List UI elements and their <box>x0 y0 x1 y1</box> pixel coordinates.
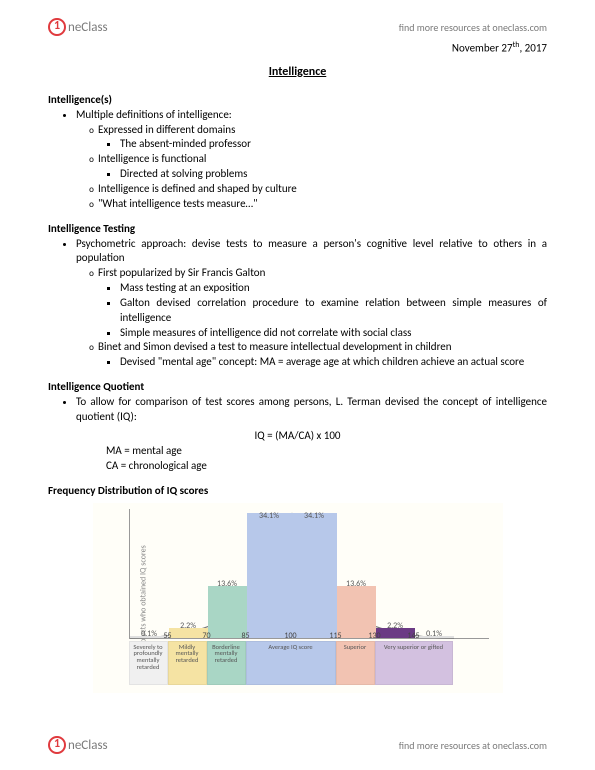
chart-category-box: Superior <box>336 641 375 685</box>
list-item: Psychometric approach: devise tests to m… <box>76 237 547 371</box>
page-footer: neClass find more resources at oneclass.… <box>48 736 547 754</box>
chart-percent-label: 34.1% <box>259 511 279 521</box>
list-item: Galton devised correlation procedure to … <box>120 296 547 326</box>
chart-percent-label: 34.1% <box>304 511 324 521</box>
document-date: November 27th, 2017 <box>48 40 547 55</box>
chart-tick-label: 55 <box>163 631 171 641</box>
section-iq-heading: Intelligence Quotient <box>48 380 547 393</box>
ca-definition: CA = chronological age <box>48 459 547 474</box>
chart-tick-label: 85 <box>241 631 249 641</box>
list-item: Expressed in different domains The absen… <box>98 123 547 153</box>
chart-category-box: Borderline mentally retarded <box>207 641 246 685</box>
oneclass-logo-icon <box>48 18 66 36</box>
list-item: First popularized by Sir Francis Galton … <box>98 266 547 340</box>
text: First popularized by Sir Francis Galton <box>98 266 265 279</box>
ma-definition: MA = mental age <box>48 444 547 459</box>
chart-tick-label: 70 <box>202 631 210 641</box>
section-testing-list: Psychometric approach: devise tests to m… <box>48 237 547 371</box>
chart-x-categories: 557085100115130145Severely to profoundly… <box>129 641 489 685</box>
chart-region <box>247 513 292 638</box>
section-iq-list: To allow for comparison of test scores a… <box>48 395 547 425</box>
document-title: Intelligence <box>48 65 547 79</box>
list-item: To allow for comparison of test scores a… <box>76 395 547 425</box>
list-item: The absent-minded professor <box>120 137 547 152</box>
section-intelligences-list: Multiple definitions of intelligence: Ex… <box>48 108 547 212</box>
list-item: Simple measures of intelligence did not … <box>120 326 547 341</box>
chart-percent-label: 13.6% <box>217 579 237 589</box>
chart-tick-label: 145 <box>407 631 419 641</box>
chart-plot-area: 0.1% 2.2% 13.6% 34.1% 34.1% 13.6% 2.2% 0.1% <box>129 509 489 639</box>
iq-distribution-chart: Subjects who obtained IQ scores 0.1%2.2%… <box>48 503 547 693</box>
chart-tick-label: 130 <box>368 631 380 641</box>
footer-logo-text: neClass <box>68 738 108 753</box>
chart-category-box: Mildly mentally retarded <box>168 641 207 685</box>
footer-resources-link[interactable]: find more resources at oneclass.com <box>399 739 547 752</box>
section-distribution-heading: Frequency Distribution of IQ scores <box>48 484 547 497</box>
oneclass-logo-icon <box>48 736 66 754</box>
chart-category-box: Very superior or gifted <box>375 641 453 685</box>
list-item: Intelligence is functional Directed at s… <box>98 152 547 182</box>
list-item: Devised "mental age" concept: MA = avera… <box>120 355 547 370</box>
chart-percent-label: 2.2% <box>180 621 196 631</box>
logo: neClass <box>48 18 108 36</box>
logo-text: neClass <box>68 20 108 35</box>
date-prefix: November 27 <box>452 42 513 55</box>
text: Intelligence is functional <box>98 152 206 165</box>
text: Binet and Simon devised a test to measur… <box>98 340 452 353</box>
text: Multiple definitions of intelligence: <box>76 108 232 121</box>
list-item: "What intelligence tests measure…" <box>98 197 547 212</box>
chart-canvas: Subjects who obtained IQ scores 0.1%2.2%… <box>93 503 503 693</box>
list-item: Mass testing at an exposition <box>120 281 547 296</box>
page-header: neClass find more resources at oneclass.… <box>48 18 547 36</box>
iq-formula: IQ = (MA/CA) x 100 <box>48 429 547 442</box>
chart-percent-label: 2.2% <box>387 621 403 631</box>
section-intelligences-heading: Intelligence(s) <box>48 93 547 106</box>
list-item: Multiple definitions of intelligence: Ex… <box>76 108 547 212</box>
text: Expressed in different domains <box>98 123 235 136</box>
chart-tick-label: 100 <box>284 631 296 641</box>
chart-percent-label: 13.6% <box>346 579 366 589</box>
chart-category-box: Severely to profoundly mentally retarded <box>129 641 168 685</box>
header-resources-link[interactable]: find more resources at oneclass.com <box>399 21 547 34</box>
list-item: Binet and Simon devised a test to measur… <box>98 340 547 370</box>
list-item: Directed at solving problems <box>120 167 547 182</box>
chart-tick-label: 115 <box>329 631 341 641</box>
section-testing-heading: Intelligence Testing <box>48 222 547 235</box>
text: Psychometric approach: devise tests to m… <box>76 237 547 265</box>
chart-category-box: Average IQ score <box>246 641 336 685</box>
chart-percent-label: 0.1% <box>426 629 442 639</box>
date-year: , 2017 <box>519 42 547 55</box>
list-item: Intelligence is defined and shaped by cu… <box>98 182 547 197</box>
chart-percent-label: 0.1% <box>141 629 157 639</box>
chart-region <box>292 513 337 638</box>
footer-logo: neClass <box>48 736 108 754</box>
